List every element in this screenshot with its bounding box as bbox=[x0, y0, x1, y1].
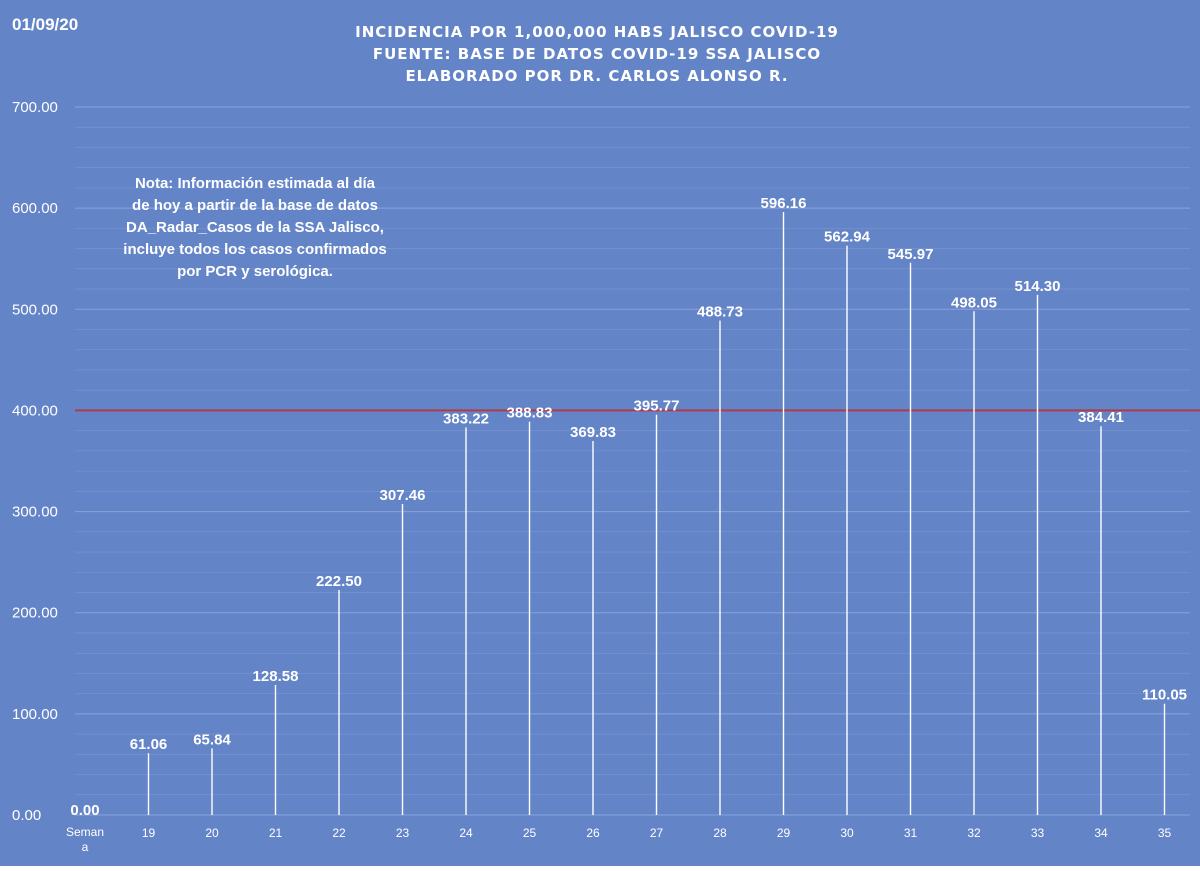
data-label: 222.50 bbox=[316, 573, 362, 590]
x-tick-label: 23 bbox=[396, 826, 410, 840]
x-tick-label-line: Seman bbox=[66, 825, 104, 839]
x-tick-label: 29 bbox=[777, 826, 791, 840]
title-line: ELABORADO POR DR. CARLOS ALONSO R. bbox=[405, 67, 788, 85]
data-label: 488.73 bbox=[697, 304, 743, 321]
data-label: 514.30 bbox=[1015, 278, 1061, 295]
y-axis: 0.00 100.00 200.00 300.00 400.00 500.00 600.00… bbox=[12, 99, 58, 824]
data-label: 61.06 bbox=[130, 736, 168, 753]
title-line: INCIDENCIA POR 1,000,000 HABS JALISCO CO… bbox=[355, 23, 839, 41]
data-label: 388.83 bbox=[507, 405, 553, 422]
data-label: 307.46 bbox=[380, 487, 426, 504]
x-tick-label: 26 bbox=[586, 826, 600, 840]
note-line: de hoy a partir de la base de datos bbox=[132, 197, 378, 214]
x-tick-label: 20 bbox=[205, 826, 219, 840]
data-label: 369.83 bbox=[570, 424, 616, 441]
x-tick-label: Seman a bbox=[66, 825, 104, 854]
note-line: por PCR y serológica. bbox=[177, 263, 333, 280]
y-tick-label: 600.00 bbox=[12, 200, 58, 217]
x-tick-label: 31 bbox=[904, 826, 918, 840]
x-tick-label: 27 bbox=[650, 826, 664, 840]
y-tick-label: 400.00 bbox=[12, 402, 58, 419]
x-tick-label: 35 bbox=[1158, 826, 1172, 840]
data-label: 596.16 bbox=[761, 195, 807, 212]
title-line: FUENTE: BASE DE DATOS COVID-19 SSA JALIS… bbox=[373, 45, 821, 63]
data-label: 498.05 bbox=[951, 294, 997, 311]
y-tick-label: 100.00 bbox=[12, 706, 58, 723]
y-tick-label: 300.00 bbox=[12, 504, 58, 521]
y-tick-label: 500.00 bbox=[12, 301, 58, 318]
y-tick-label: 700.00 bbox=[12, 99, 58, 116]
y-tick-label: 0.00 bbox=[12, 807, 41, 824]
x-tick-label-line: a bbox=[82, 840, 89, 854]
data-label: 0.00 bbox=[70, 802, 99, 819]
x-tick-label: 28 bbox=[713, 826, 727, 840]
x-tick-label: 33 bbox=[1031, 826, 1045, 840]
bar-layer bbox=[147, 212, 1166, 815]
data-label: 110.05 bbox=[1142, 687, 1187, 704]
date-stamp: 01/09/20 bbox=[12, 15, 78, 34]
data-label: 562.94 bbox=[824, 229, 871, 246]
x-axis: Seman a 19 20 21 22 23 24 25 26 27 28 29 30 31 32 33 34 35 bbox=[66, 825, 1172, 854]
data-label: 545.97 bbox=[888, 246, 934, 263]
x-tick-label: 32 bbox=[967, 826, 981, 840]
x-tick-label: 22 bbox=[332, 826, 346, 840]
grid-layer bbox=[75, 106, 1190, 816]
y-tick-label: 200.00 bbox=[12, 605, 58, 622]
data-label: 65.84 bbox=[193, 731, 231, 748]
x-tick-label: 25 bbox=[523, 826, 537, 840]
note-line: Nota: Información estimada al día bbox=[135, 175, 376, 192]
x-tick-label: 19 bbox=[142, 826, 156, 840]
note-line: incluye todos los casos confirmados bbox=[123, 241, 386, 258]
x-tick-label: 21 bbox=[269, 826, 283, 840]
x-tick-label: 34 bbox=[1094, 826, 1108, 840]
data-label: 395.77 bbox=[634, 398, 680, 415]
chart-title: INCIDENCIA POR 1,000,000 HABS JALISCO CO… bbox=[355, 23, 839, 85]
x-tick-label: 30 bbox=[840, 826, 854, 840]
data-label: 384.41 bbox=[1078, 409, 1124, 426]
data-label: 383.22 bbox=[443, 410, 489, 427]
chart-note: Nota: Información estimada al día de hoy… bbox=[123, 175, 386, 280]
note-line: DA_Radar_Casos de la SSA Jalisco, bbox=[126, 219, 384, 236]
label-layer: 0.00 61.06 65.84 128.58 222.50 307.46 383.22 38… bbox=[70, 195, 1187, 819]
data-label: 128.58 bbox=[253, 668, 299, 685]
x-tick-label: 24 bbox=[459, 826, 473, 840]
